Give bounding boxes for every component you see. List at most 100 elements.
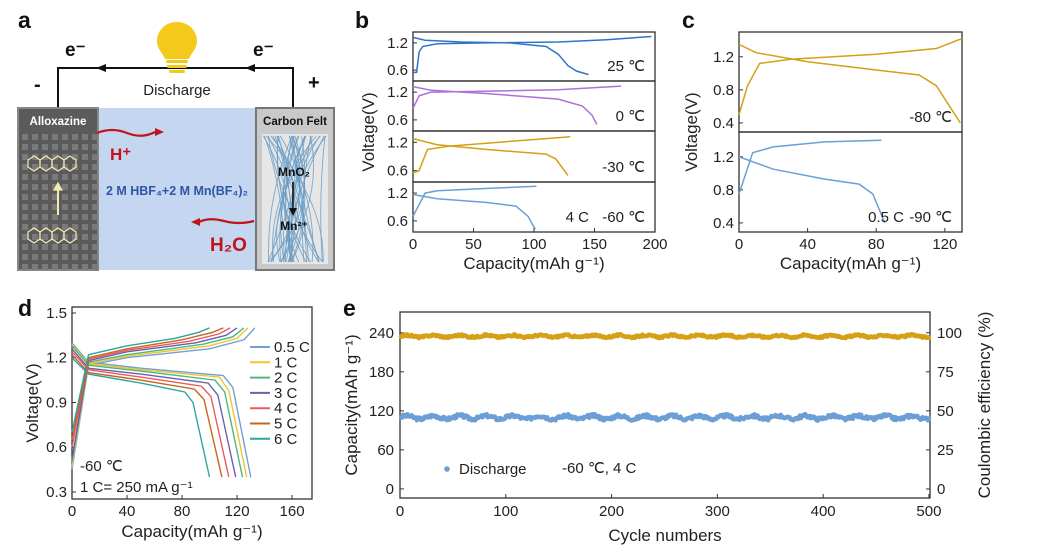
- grid-cell: [72, 174, 78, 180]
- y-tick-label: 0.6: [387, 62, 408, 79]
- grid-cell: [72, 264, 78, 270]
- charge-curve-3: [412, 185, 537, 217]
- grid-cell: [52, 204, 58, 210]
- electron-label-left: e⁻: [65, 40, 86, 61]
- panel-d: d 0.3 0.6 0.9 1.2 1.5 0 40 80 120 160 0.5 C1 C2 C3 …: [18, 295, 313, 541]
- x-tick-label: 100: [493, 503, 518, 520]
- x-axis-title: Capacity(mAh g⁻¹): [121, 522, 262, 541]
- grid-cell: [82, 134, 88, 140]
- grid-cell: [42, 244, 48, 250]
- x-tick-label: 400: [811, 503, 836, 520]
- right-y-tick-label: 25: [937, 442, 954, 459]
- x-tick-label: 0: [735, 236, 743, 253]
- grid-cell: [72, 194, 78, 200]
- y-tick-label: 0.4: [713, 215, 734, 232]
- y-axis-title: Voltage(V): [682, 92, 701, 171]
- grid-cell: [82, 264, 88, 270]
- right-y-tick-label: 100: [937, 325, 962, 342]
- grid-cell: [32, 144, 38, 150]
- grid-cell: [82, 154, 88, 160]
- grid-cell: [42, 164, 48, 170]
- charge-curve-1: [738, 139, 882, 195]
- cathode-electrode: Carbon Felt MnO₂ Mn²⁺: [255, 107, 335, 271]
- electron-label-right: e⁻: [253, 40, 274, 61]
- legend-label: Discharge: [459, 461, 527, 478]
- carbon-fiber: [270, 135, 305, 263]
- x-tick-label: 200: [642, 236, 667, 253]
- grid-cell: [82, 254, 88, 260]
- discharge-curve-1: [412, 85, 598, 125]
- grid-cell: [82, 204, 88, 210]
- carbon-fiber: [290, 135, 306, 263]
- grid-cell: [32, 224, 38, 230]
- discharge-curve-1: [738, 156, 886, 224]
- grid-cell: [42, 234, 48, 240]
- y-tick-label: 1.2: [713, 49, 734, 66]
- carbon-fiber: [320, 135, 326, 263]
- legend-label: 5 C: [274, 416, 298, 433]
- charge-curve-1: [412, 85, 622, 109]
- carbon-fiber: [279, 135, 315, 263]
- panel-letter-d: d: [18, 295, 32, 321]
- mno2-label: MnO₂: [278, 165, 310, 179]
- grid-cell: [92, 144, 98, 150]
- grid-cell: [72, 204, 78, 210]
- grid-cell: [22, 234, 28, 240]
- panel-e: e 0 60 120 180 240 0 25 50 75 100 0 100 200 300 400 500 D…: [342, 295, 994, 545]
- grid-cell: [72, 154, 78, 160]
- rate-label: 4 C: [566, 209, 590, 226]
- grid-cell: [82, 184, 88, 190]
- y-axis-title: Voltage(V): [359, 92, 378, 171]
- right-y-tick-label: 75: [937, 364, 954, 381]
- grid-cell: [62, 184, 68, 190]
- legend-label: 1 C: [274, 354, 298, 371]
- grid-cell: [62, 204, 68, 210]
- x-tick-label: 0: [409, 236, 417, 253]
- grid-cell: [72, 224, 78, 230]
- panel-letter-e: e: [343, 295, 356, 321]
- grid-cell: [42, 184, 48, 190]
- grid-cell: [22, 194, 28, 200]
- grid-cell: [92, 134, 98, 140]
- grid-cell: [92, 254, 98, 260]
- grid-cell: [92, 164, 98, 170]
- temperature-label: -80 ℃: [909, 109, 952, 126]
- grid-cell: [42, 144, 48, 150]
- carbon-fiber: [279, 135, 314, 263]
- grid-cell: [32, 204, 38, 210]
- x-tick-label: 80: [868, 236, 885, 253]
- grid-cell: [52, 144, 58, 150]
- y-tick-label: 1.2: [387, 134, 408, 151]
- x-tick-label: 0: [68, 503, 76, 520]
- electrolyte: [97, 108, 257, 270]
- x-axis-title: Capacity(mAh g⁻¹): [463, 254, 604, 273]
- y-tick-label: 180: [369, 364, 394, 381]
- temperature-label: 0 ℃: [616, 108, 645, 125]
- x-tick-label: 50: [465, 236, 482, 253]
- y-tick-label: 120: [369, 403, 394, 420]
- grid-cell: [52, 264, 58, 270]
- grid-cell: [52, 184, 58, 190]
- grid-cell: [32, 184, 38, 190]
- right-y-tick-label: 50: [937, 403, 954, 420]
- x-tick-label: 100: [521, 236, 546, 253]
- grid-cell: [32, 174, 38, 180]
- y-tick-label: 1.2: [387, 185, 408, 202]
- grid-cell: [92, 234, 98, 240]
- electrolyte-label: 2 M HBF₄+2 M Mn(BF₄)₂: [106, 184, 248, 198]
- carbon-fiber: [268, 135, 293, 263]
- y-tick-label: 240: [369, 325, 394, 342]
- temperature-label: 25 ℃: [607, 58, 645, 75]
- charts: b1.20.6 25 ℃1.20.6 0 ℃1.20.6 -30 ℃1.20.6 -60…: [18, 7, 994, 545]
- grid-cell: [22, 144, 28, 150]
- temperature-label: -60 ℃: [602, 209, 645, 226]
- carbon-fiber: [272, 135, 317, 263]
- grid-cell: [52, 164, 58, 170]
- y-tick-label: 1.5: [46, 305, 67, 322]
- grid-cell: [62, 264, 68, 270]
- grid-cell: [42, 214, 48, 220]
- grid-cell: [62, 214, 68, 220]
- right-y-tick-label: 0: [937, 481, 945, 498]
- grid-cell: [62, 154, 68, 160]
- discharge-curve-0: [412, 36, 589, 76]
